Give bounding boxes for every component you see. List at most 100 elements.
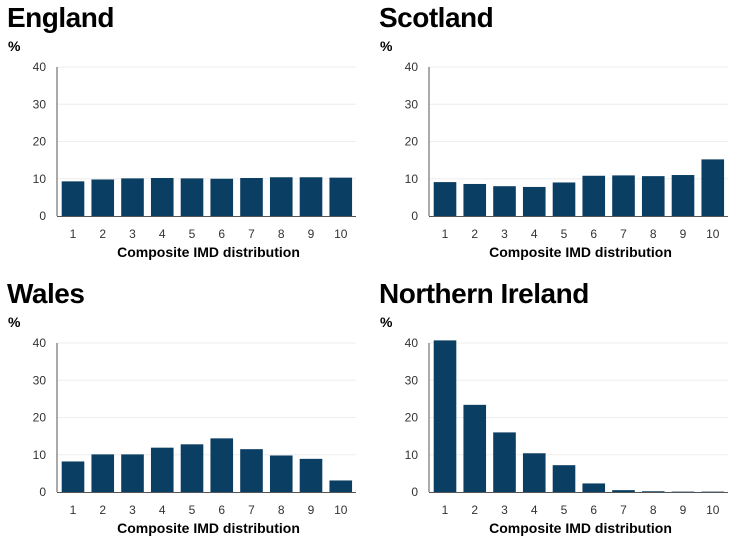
x-tick-label: 10 bbox=[706, 227, 720, 241]
bar bbox=[329, 178, 352, 216]
bar bbox=[181, 178, 204, 216]
x-tick-label: 1 bbox=[70, 227, 77, 241]
x-tick-label: 3 bbox=[501, 227, 508, 241]
bar bbox=[523, 453, 546, 492]
x-tick-label: 8 bbox=[650, 227, 657, 241]
bar bbox=[553, 465, 576, 492]
bar bbox=[523, 187, 546, 216]
y-tick-label: 40 bbox=[405, 60, 419, 74]
x-tick-label: 4 bbox=[159, 227, 166, 241]
y-tick-label: 30 bbox=[405, 373, 419, 387]
y-tick-label: 0 bbox=[39, 485, 46, 499]
x-tick-label: 1 bbox=[442, 503, 449, 517]
bar bbox=[582, 483, 605, 492]
x-tick-label: 9 bbox=[680, 503, 687, 517]
x-tick-label: 5 bbox=[561, 503, 568, 517]
x-tick-label: 4 bbox=[531, 227, 538, 241]
bar bbox=[300, 459, 323, 492]
bar bbox=[463, 405, 486, 492]
x-axis-label: Composite IMD distribution bbox=[117, 244, 300, 260]
bar bbox=[493, 186, 516, 216]
y-tick-label: 30 bbox=[405, 97, 419, 111]
y-tick-label: 40 bbox=[33, 336, 47, 350]
x-tick-label: 5 bbox=[561, 227, 568, 241]
y-tick-label: 10 bbox=[405, 172, 419, 186]
y-tick-label: 20 bbox=[33, 411, 47, 425]
bar bbox=[329, 480, 352, 492]
bar bbox=[62, 461, 85, 492]
bar bbox=[612, 490, 635, 492]
x-tick-label: 2 bbox=[471, 503, 478, 517]
bar bbox=[434, 340, 457, 492]
x-tick-label: 8 bbox=[278, 503, 285, 517]
y-tick-label: 0 bbox=[411, 209, 418, 223]
bar bbox=[642, 176, 665, 216]
y-tick-label: 20 bbox=[33, 135, 47, 149]
bar bbox=[701, 159, 724, 216]
bar bbox=[642, 491, 665, 492]
x-tick-label: 1 bbox=[70, 503, 77, 517]
x-tick-label: 7 bbox=[248, 227, 255, 241]
bar bbox=[270, 177, 293, 216]
y-tick-label: 40 bbox=[405, 336, 419, 350]
bar bbox=[612, 175, 635, 216]
bar bbox=[121, 178, 144, 216]
x-tick-label: 4 bbox=[159, 503, 166, 517]
x-tick-label: 7 bbox=[248, 503, 255, 517]
x-tick-label: 10 bbox=[334, 227, 348, 241]
x-tick-label: 8 bbox=[650, 503, 657, 517]
bar bbox=[210, 438, 233, 492]
y-tick-label: 40 bbox=[33, 60, 47, 74]
bar bbox=[91, 179, 114, 216]
x-tick-label: 3 bbox=[501, 503, 508, 517]
y-tick-label: 10 bbox=[33, 172, 47, 186]
bar bbox=[493, 432, 516, 492]
y-tick-label: 20 bbox=[405, 411, 419, 425]
x-tick-label: 10 bbox=[706, 503, 720, 517]
x-tick-label: 2 bbox=[99, 503, 106, 517]
bar bbox=[210, 179, 233, 216]
x-tick-label: 2 bbox=[99, 227, 106, 241]
bar bbox=[300, 177, 323, 216]
bar bbox=[434, 182, 457, 216]
x-tick-label: 2 bbox=[471, 227, 478, 241]
x-tick-label: 6 bbox=[218, 227, 225, 241]
x-tick-label: 10 bbox=[334, 503, 348, 517]
x-tick-label: 6 bbox=[590, 227, 597, 241]
bar bbox=[582, 176, 605, 216]
bar bbox=[270, 455, 293, 492]
bar bbox=[672, 175, 695, 216]
y-tick-label: 30 bbox=[33, 373, 47, 387]
y-tick-label: 30 bbox=[33, 97, 47, 111]
x-axis-label: Composite IMD distribution bbox=[489, 244, 672, 260]
x-tick-label: 9 bbox=[680, 227, 687, 241]
y-tick-label: 0 bbox=[39, 209, 46, 223]
x-tick-label: 4 bbox=[531, 503, 538, 517]
x-axis-label: Composite IMD distribution bbox=[117, 520, 300, 536]
bar bbox=[240, 178, 263, 216]
x-tick-label: 6 bbox=[590, 503, 597, 517]
bar bbox=[463, 184, 486, 216]
x-tick-label: 3 bbox=[129, 503, 136, 517]
x-tick-label: 8 bbox=[278, 227, 285, 241]
x-tick-label: 1 bbox=[442, 227, 449, 241]
x-tick-label: 5 bbox=[189, 227, 196, 241]
y-tick-label: 0 bbox=[411, 485, 418, 499]
x-tick-label: 6 bbox=[218, 503, 225, 517]
bar bbox=[151, 448, 174, 492]
bar bbox=[240, 449, 263, 492]
bar bbox=[151, 178, 174, 216]
y-tick-label: 10 bbox=[33, 448, 47, 462]
y-tick-label: 20 bbox=[405, 135, 419, 149]
bar bbox=[91, 454, 114, 492]
x-tick-label: 5 bbox=[189, 503, 196, 517]
x-tick-label: 7 bbox=[620, 503, 627, 517]
